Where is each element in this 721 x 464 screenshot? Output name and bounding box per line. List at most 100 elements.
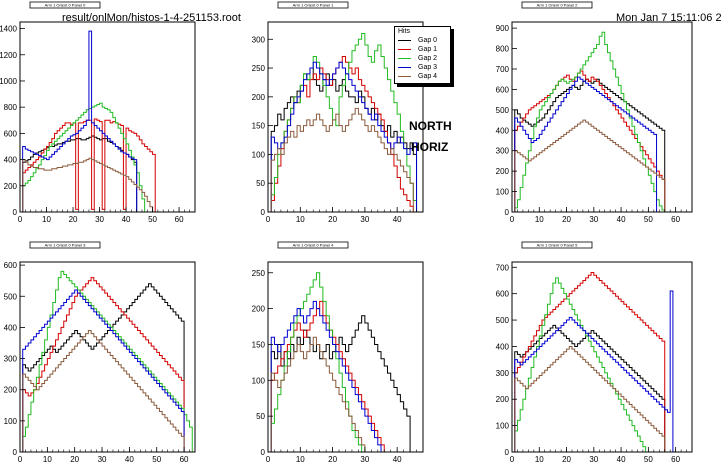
x-tick-label: 10: [296, 455, 305, 464]
y-tick-label: 0: [261, 448, 266, 457]
x-tick-label: 0: [266, 215, 271, 224]
series-gap-2: [22, 270, 195, 453]
series-gap-2: [270, 33, 420, 213]
panel-title-box: [277, 1, 349, 9]
x-tick-label: 0: [510, 215, 515, 224]
series-gap-3: [270, 61, 420, 213]
y-tick-label: 300: [496, 369, 510, 378]
y-tick-label: 400: [4, 156, 18, 165]
series-gap-4: [514, 345, 668, 453]
plot-frame: [267, 261, 424, 453]
y-tick-label: 250: [252, 269, 266, 278]
x-tick-label: 30: [360, 455, 369, 464]
y-tick-label: 100: [496, 422, 510, 431]
panel-title-box: [521, 241, 593, 249]
legend-entry-gap-3: Gap 3: [398, 63, 450, 72]
series-gap-0: [514, 78, 668, 213]
x-tick-label: 20: [328, 455, 337, 464]
x-tick-label: 30: [95, 215, 104, 224]
y-tick-label: 100: [252, 150, 266, 159]
x-tick-label: 50: [148, 215, 157, 224]
north-label: NORTH: [409, 119, 452, 133]
y-tick-label: 800: [4, 103, 18, 112]
y-tick-label: 500: [496, 316, 510, 325]
series-gap-3: [514, 290, 676, 453]
legend: Hits Gap 0 Gap 1 Gap 2 Gap 3 Gap 4: [394, 26, 451, 84]
y-tick-label: 200: [496, 395, 510, 404]
series-gap-3: [514, 76, 660, 213]
series-gap-0: [22, 283, 187, 453]
x-tick-label: 60: [671, 455, 680, 464]
x-tick-label: 20: [69, 215, 78, 224]
series-gap-2: [22, 102, 148, 213]
panel-title-box: [521, 1, 593, 9]
x-tick-label: 20: [70, 455, 79, 464]
x-tick-label: 0: [18, 215, 23, 224]
x-tick-label: 60: [671, 215, 680, 224]
y-tick-label: 200: [4, 386, 18, 395]
file-path-label: result/onlMon/histos-1-4-251153.root: [62, 12, 241, 24]
y-tick-label: 1000: [0, 77, 18, 86]
x-tick-label: 10: [43, 455, 52, 464]
y-tick-label: 600: [4, 261, 18, 270]
y-tick-label: 700: [496, 263, 510, 272]
x-tick-label: 30: [589, 215, 598, 224]
y-tick-label: 600: [496, 85, 510, 94]
y-tick-label: 400: [496, 126, 510, 135]
legend-label: Gap 1: [418, 46, 438, 53]
y-tick-label: 600: [496, 290, 510, 299]
legend-swatch: [398, 58, 411, 59]
series-gap-4: [270, 336, 369, 453]
y-tick-label: 150: [252, 122, 266, 131]
legend-entry-gap-1: Gap 1: [398, 45, 450, 54]
x-tick-label: 40: [122, 215, 131, 224]
y-tick-label: 1400: [0, 25, 18, 34]
y-tick-label: 0: [261, 208, 266, 217]
x-tick-label: 50: [152, 455, 161, 464]
x-tick-label: 20: [562, 455, 571, 464]
date-label: Mon Jan 7 15:11:06 2008: [616, 12, 721, 24]
y-tick-label: 600: [4, 129, 18, 138]
x-tick-label: 40: [393, 455, 402, 464]
x-tick-label: 10: [296, 215, 305, 224]
x-tick-label: 30: [360, 215, 369, 224]
y-tick-label: 800: [496, 45, 510, 54]
series-gap-0: [270, 315, 414, 453]
legend-label: Gap 4: [418, 73, 438, 80]
panel-title-box: [277, 241, 349, 249]
y-tick-label: 200: [4, 182, 18, 191]
legend-label: Gap 3: [418, 64, 438, 71]
series-gap-2: [514, 31, 668, 213]
y-tick-label: 1200: [0, 51, 18, 60]
legend-swatch: [398, 67, 411, 68]
x-tick-label: 10: [535, 215, 544, 224]
x-tick-label: 60: [180, 455, 189, 464]
y-tick-label: 100: [496, 188, 510, 197]
x-tick-label: 40: [617, 215, 626, 224]
y-tick-label: 900: [496, 24, 510, 33]
horiz-label: HORIZ: [411, 140, 449, 154]
series-gap-3: [22, 30, 140, 213]
y-tick-label: 0: [505, 208, 510, 217]
series-gap-1: [22, 118, 158, 213]
legend-label: Gap 0: [418, 37, 438, 44]
y-tick-label: 250: [252, 64, 266, 73]
panel-title: Arm 1 Orient 0 Panel 4: [293, 243, 334, 248]
y-tick-label: 500: [496, 106, 510, 115]
x-tick-label: 10: [535, 455, 544, 464]
series-gap-3: [270, 300, 385, 453]
panel-title: Arm 1 Orient 0 Panel 1: [293, 3, 334, 8]
legend-swatch: [398, 76, 411, 77]
series-gap-4: [514, 119, 668, 213]
x-tick-label: 40: [125, 455, 134, 464]
x-tick-label: 20: [328, 215, 337, 224]
x-tick-label: 50: [644, 455, 653, 464]
y-tick-label: 300: [252, 35, 266, 44]
y-tick-label: 100: [4, 417, 18, 426]
x-tick-label: 10: [42, 215, 51, 224]
series-gap-1: [514, 70, 668, 213]
series-gap-1: [514, 272, 668, 453]
plot-frame: [511, 261, 693, 453]
y-tick-label: 150: [252, 340, 266, 349]
